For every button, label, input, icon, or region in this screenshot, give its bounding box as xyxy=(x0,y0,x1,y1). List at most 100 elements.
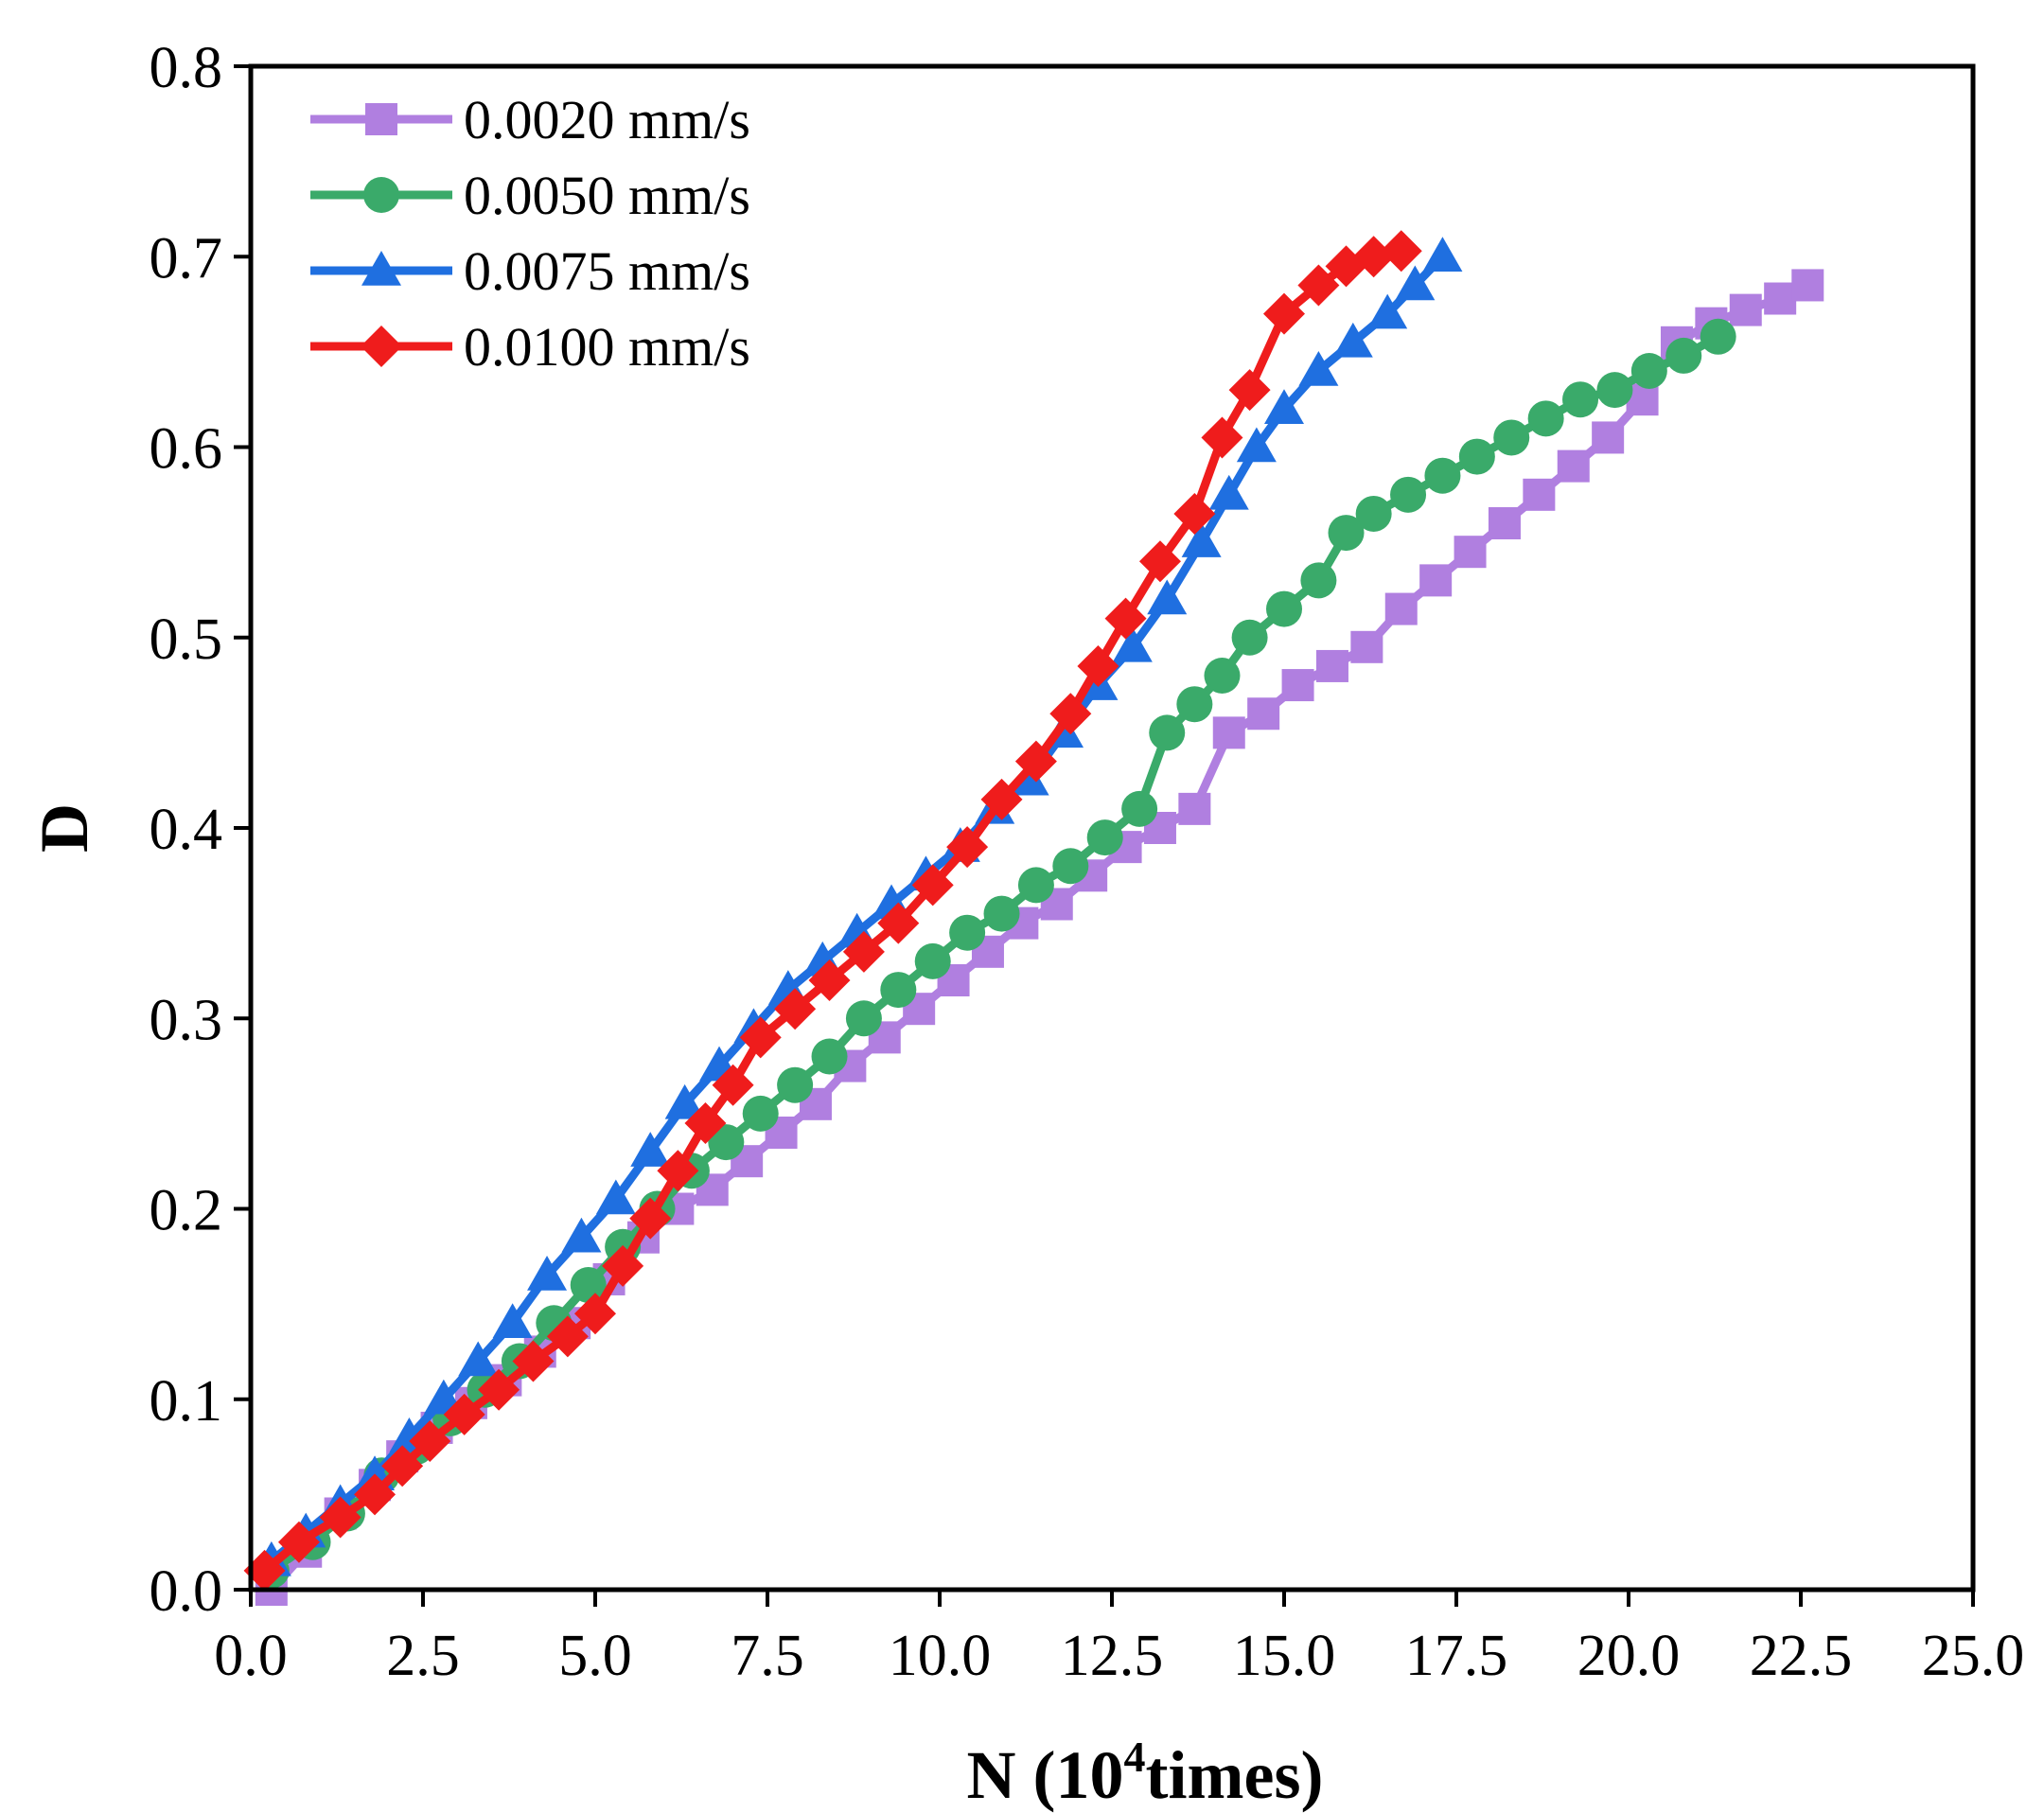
data-point xyxy=(842,930,885,973)
data-point xyxy=(1729,293,1762,326)
data-point xyxy=(1086,819,1123,856)
data-point xyxy=(630,1132,671,1167)
data-point xyxy=(1212,716,1245,749)
data-point xyxy=(354,1473,396,1516)
y-tick-label: 0.2 xyxy=(150,1179,223,1243)
data-point xyxy=(1562,381,1599,418)
data-point xyxy=(629,1197,672,1240)
data-point xyxy=(1791,269,1824,302)
x-axis-title: N (104times) xyxy=(967,1733,1324,1813)
data-point xyxy=(845,1000,882,1037)
data-point xyxy=(1264,389,1304,424)
data-point xyxy=(1424,457,1461,494)
data-point xyxy=(1665,337,1702,374)
data-point xyxy=(492,1303,533,1338)
legend-item: 0.0050 mm/s xyxy=(310,165,750,226)
data-point xyxy=(949,914,986,951)
data-point xyxy=(684,1101,727,1144)
data-point xyxy=(478,1368,520,1411)
data-point xyxy=(1384,592,1418,625)
data-point xyxy=(602,1244,644,1287)
data-point xyxy=(1201,416,1243,459)
x-axis-title-suffix: times) xyxy=(1146,1737,1324,1813)
x-axis-title-prefix: N (10 xyxy=(967,1737,1124,1813)
data-point xyxy=(1419,564,1453,597)
data-point xyxy=(1315,649,1348,682)
data-point xyxy=(1281,669,1314,702)
data-point xyxy=(1352,236,1395,278)
x-tick-label: 7.5 xyxy=(731,1624,804,1688)
data-point xyxy=(1014,740,1057,783)
data-point xyxy=(1458,438,1495,475)
data-point xyxy=(546,1315,589,1358)
data-point xyxy=(243,1549,286,1592)
data-point xyxy=(1454,536,1487,569)
legend-label: 0.0075 mm/s xyxy=(464,240,750,302)
data-point xyxy=(1596,372,1633,409)
data-point xyxy=(808,959,851,1001)
data-point xyxy=(1355,495,1392,532)
data-point xyxy=(574,1293,616,1335)
data-point xyxy=(1493,419,1530,456)
data-point xyxy=(1300,562,1337,599)
data-point xyxy=(1700,318,1736,355)
data-point xyxy=(1231,619,1268,656)
x-axis-title-exponent: 4 xyxy=(1124,1733,1146,1781)
data-point xyxy=(1138,540,1181,583)
data-point xyxy=(527,1255,568,1291)
legend-marker xyxy=(363,177,399,213)
legend-marker xyxy=(365,103,397,135)
data-point xyxy=(911,864,954,906)
data-point xyxy=(1332,322,1373,358)
data-point xyxy=(1149,714,1186,751)
y-tick-label: 0.5 xyxy=(150,607,223,672)
data-point xyxy=(1592,421,1625,454)
x-tick-label: 15.0 xyxy=(1233,1624,1336,1688)
data-point xyxy=(742,1095,779,1132)
data-point xyxy=(458,1341,499,1377)
data-point xyxy=(774,988,817,1030)
data-point xyxy=(1236,427,1277,463)
data-point xyxy=(1764,282,1797,315)
x-tick-label: 20.0 xyxy=(1577,1624,1681,1688)
data-point xyxy=(1523,478,1556,511)
y-tick-label: 0.1 xyxy=(150,1369,223,1434)
data-point xyxy=(1298,351,1339,386)
legend-item: 0.0100 mm/s xyxy=(310,316,750,378)
tick-layer: 0.0 2.5 5.0 7.5 10.0 12.5 15.0 17.5 20.0 22.5 25.0… xyxy=(150,36,2025,1688)
x-tick-label: 10.0 xyxy=(889,1624,992,1688)
data-point xyxy=(664,1083,705,1119)
data-point xyxy=(570,1267,607,1303)
data-point xyxy=(657,1150,699,1192)
x-tick-label: 5.0 xyxy=(558,1624,632,1688)
data-point xyxy=(777,1066,814,1103)
data-point xyxy=(1390,476,1427,513)
data-point xyxy=(1052,848,1089,885)
x-tick-label: 22.5 xyxy=(1750,1624,1853,1688)
data-point xyxy=(277,1521,320,1563)
y-tick-label: 0.8 xyxy=(150,36,223,100)
legend-item: 0.0075 mm/s xyxy=(310,240,750,302)
data-point xyxy=(1173,492,1216,535)
data-point xyxy=(880,972,917,1009)
data-point xyxy=(914,942,951,979)
x-tick-label: 12.5 xyxy=(1061,1624,1164,1688)
data-point xyxy=(1009,760,1049,796)
data-point xyxy=(595,1179,636,1215)
data-point xyxy=(877,902,920,944)
data-point xyxy=(1049,693,1092,735)
data-point xyxy=(1350,630,1383,663)
x-tick-label: 25.0 xyxy=(1922,1624,2025,1688)
series-layer xyxy=(243,230,1824,1606)
data-point xyxy=(708,1124,745,1161)
data-point xyxy=(811,1038,848,1075)
legend: 0.0020 mm/s 0.0050 mm/s 0.0075 mm/s 0.0100 … xyxy=(310,89,750,378)
legend-label: 0.0100 mm/s xyxy=(464,316,750,378)
data-point xyxy=(1077,644,1119,687)
x-tick-label: 17.5 xyxy=(1405,1624,1508,1688)
data-point xyxy=(1527,400,1564,437)
y-tick-label: 0.3 xyxy=(150,988,223,1052)
data-point xyxy=(409,1420,451,1463)
data-point xyxy=(319,1496,361,1539)
series-diamond xyxy=(243,230,1422,1592)
